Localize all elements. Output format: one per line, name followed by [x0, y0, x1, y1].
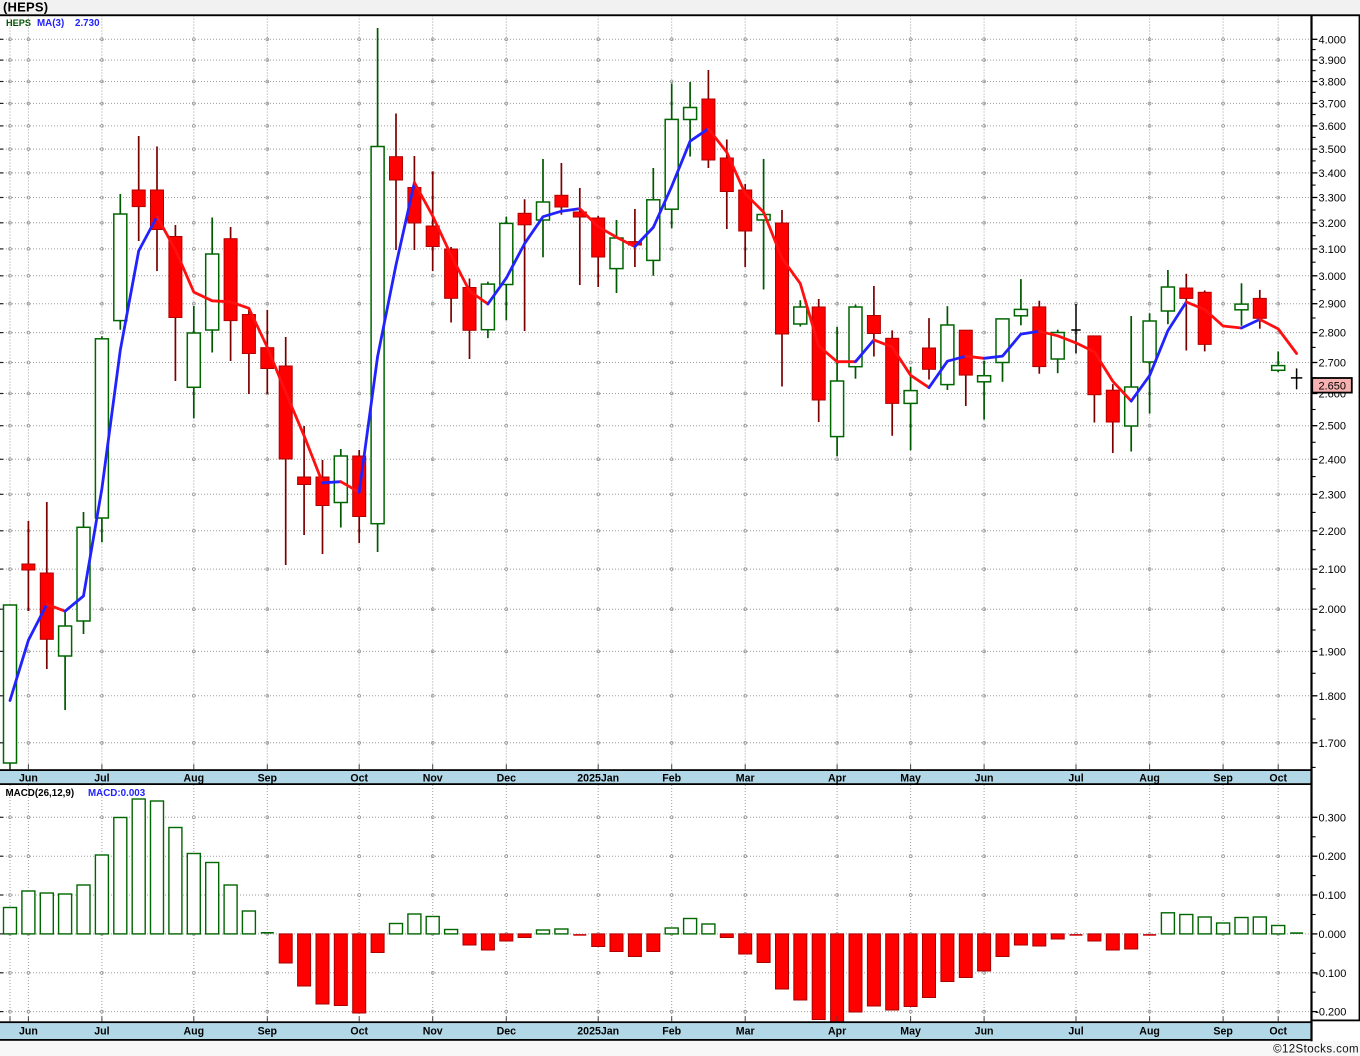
svg-text:3.800: 3.800 [1319, 77, 1347, 89]
svg-text:2.700: 2.700 [1319, 358, 1347, 370]
svg-text:Nov: Nov [423, 772, 443, 784]
svg-text:Oct: Oct [350, 1026, 368, 1038]
svg-text:MA(3): MA(3) [37, 18, 64, 29]
svg-text:2.650: 2.650 [1319, 381, 1347, 393]
svg-text:3.300: 3.300 [1319, 193, 1347, 205]
svg-text:MACD(26,12,9): MACD(26,12,9) [6, 788, 75, 799]
svg-text:-0.200: -0.200 [1315, 1007, 1346, 1019]
svg-text:3.500: 3.500 [1319, 144, 1347, 156]
svg-text:Apr: Apr [828, 772, 846, 784]
svg-text:2025Jan: 2025Jan [577, 1026, 619, 1038]
svg-text:2.800: 2.800 [1319, 328, 1347, 340]
svg-text:Aug: Aug [1139, 772, 1160, 784]
svg-text:2.300: 2.300 [1319, 489, 1347, 501]
svg-text:MACD:0.003: MACD:0.003 [88, 788, 146, 799]
svg-text:2.100: 2.100 [1319, 564, 1347, 576]
svg-text:©12Stocks.com: ©12Stocks.com [1273, 1044, 1359, 1056]
svg-text:2.400: 2.400 [1319, 454, 1347, 466]
svg-text:Nov: Nov [423, 1026, 443, 1038]
svg-text:Jul: Jul [94, 772, 109, 784]
svg-text:4.000: 4.000 [1319, 34, 1347, 46]
svg-text:2025Jan: 2025Jan [577, 772, 619, 784]
svg-text:3.100: 3.100 [1319, 244, 1347, 256]
svg-text:Jun: Jun [975, 772, 994, 784]
svg-text:3.900: 3.900 [1319, 55, 1347, 67]
svg-text:Apr: Apr [828, 1026, 846, 1038]
svg-text:2.500: 2.500 [1319, 421, 1347, 433]
svg-text:Sep: Sep [1213, 772, 1233, 784]
svg-text:2.000: 2.000 [1319, 604, 1347, 616]
svg-text:0.300: 0.300 [1319, 812, 1347, 824]
svg-text:1.900: 1.900 [1319, 646, 1347, 658]
svg-text:May: May [900, 772, 921, 784]
svg-text:Mar: Mar [736, 772, 755, 784]
svg-text:1.800: 1.800 [1319, 691, 1347, 703]
svg-text:Dec: Dec [497, 1026, 517, 1038]
svg-text:(HEPS): (HEPS) [3, 0, 48, 15]
svg-text:3.600: 3.600 [1319, 121, 1347, 133]
svg-text:Sep: Sep [1213, 1026, 1233, 1038]
svg-text:Feb: Feb [662, 772, 681, 784]
svg-text:Aug: Aug [1139, 1026, 1160, 1038]
svg-text:Sep: Sep [258, 1026, 278, 1038]
svg-text:Jul: Jul [94, 1026, 109, 1038]
svg-text:Mar: Mar [736, 1026, 755, 1038]
svg-text:Sep: Sep [258, 772, 278, 784]
svg-text:Jun: Jun [975, 1026, 994, 1038]
svg-text:3.000: 3.000 [1319, 271, 1347, 283]
svg-text:0.000: 0.000 [1319, 929, 1347, 941]
svg-text:Oct: Oct [1269, 772, 1287, 784]
svg-text:-0.100: -0.100 [1315, 968, 1346, 980]
svg-text:2.730: 2.730 [75, 18, 100, 29]
svg-text:Aug: Aug [184, 772, 205, 784]
svg-text:Jun: Jun [19, 1026, 38, 1038]
svg-text:Jul: Jul [1068, 772, 1083, 784]
svg-text:Dec: Dec [497, 772, 517, 784]
svg-text:Jul: Jul [1068, 1026, 1083, 1038]
svg-text:Jun: Jun [19, 772, 38, 784]
svg-text:Aug: Aug [184, 1026, 205, 1038]
svg-text:3.700: 3.700 [1319, 98, 1347, 110]
svg-text:1.700: 1.700 [1319, 738, 1347, 750]
svg-text:HEPS: HEPS [6, 18, 31, 28]
svg-text:May: May [900, 1026, 921, 1038]
svg-text:2.200: 2.200 [1319, 526, 1347, 538]
svg-text:0.200: 0.200 [1319, 851, 1347, 863]
svg-text:Oct: Oct [1269, 1026, 1287, 1038]
svg-text:0.100: 0.100 [1319, 890, 1347, 902]
svg-text:2.900: 2.900 [1319, 299, 1347, 311]
svg-text:3.200: 3.200 [1319, 218, 1347, 230]
svg-text:3.400: 3.400 [1319, 168, 1347, 180]
svg-text:Feb: Feb [662, 1026, 681, 1038]
svg-text:Oct: Oct [350, 772, 368, 784]
